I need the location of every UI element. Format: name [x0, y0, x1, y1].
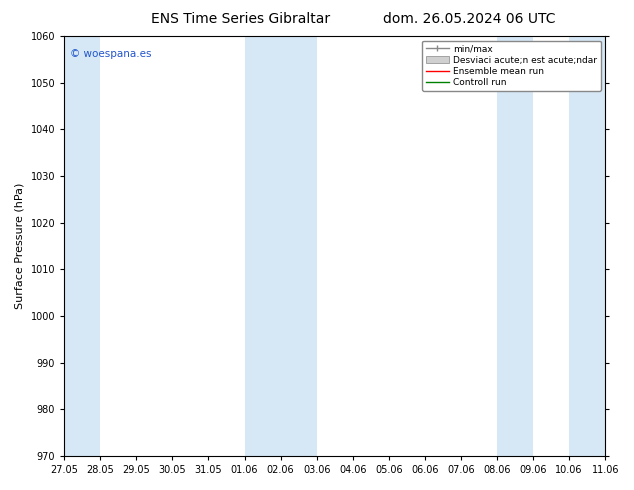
Bar [64, 36, 100, 456]
Text: ENS Time Series Gibraltar: ENS Time Series Gibraltar [152, 12, 330, 26]
Bar [569, 36, 605, 456]
Text: dom. 26.05.2024 06 UTC: dom. 26.05.2024 06 UTC [383, 12, 555, 26]
Bar [497, 36, 533, 456]
Text: © woespana.es: © woespana.es [70, 49, 151, 59]
Legend: min/max, Desviaci acute;n est acute;ndar, Ensemble mean run, Controll run: min/max, Desviaci acute;n est acute;ndar… [422, 41, 601, 91]
Y-axis label: Surface Pressure (hPa): Surface Pressure (hPa) [15, 183, 25, 309]
Bar [245, 36, 317, 456]
